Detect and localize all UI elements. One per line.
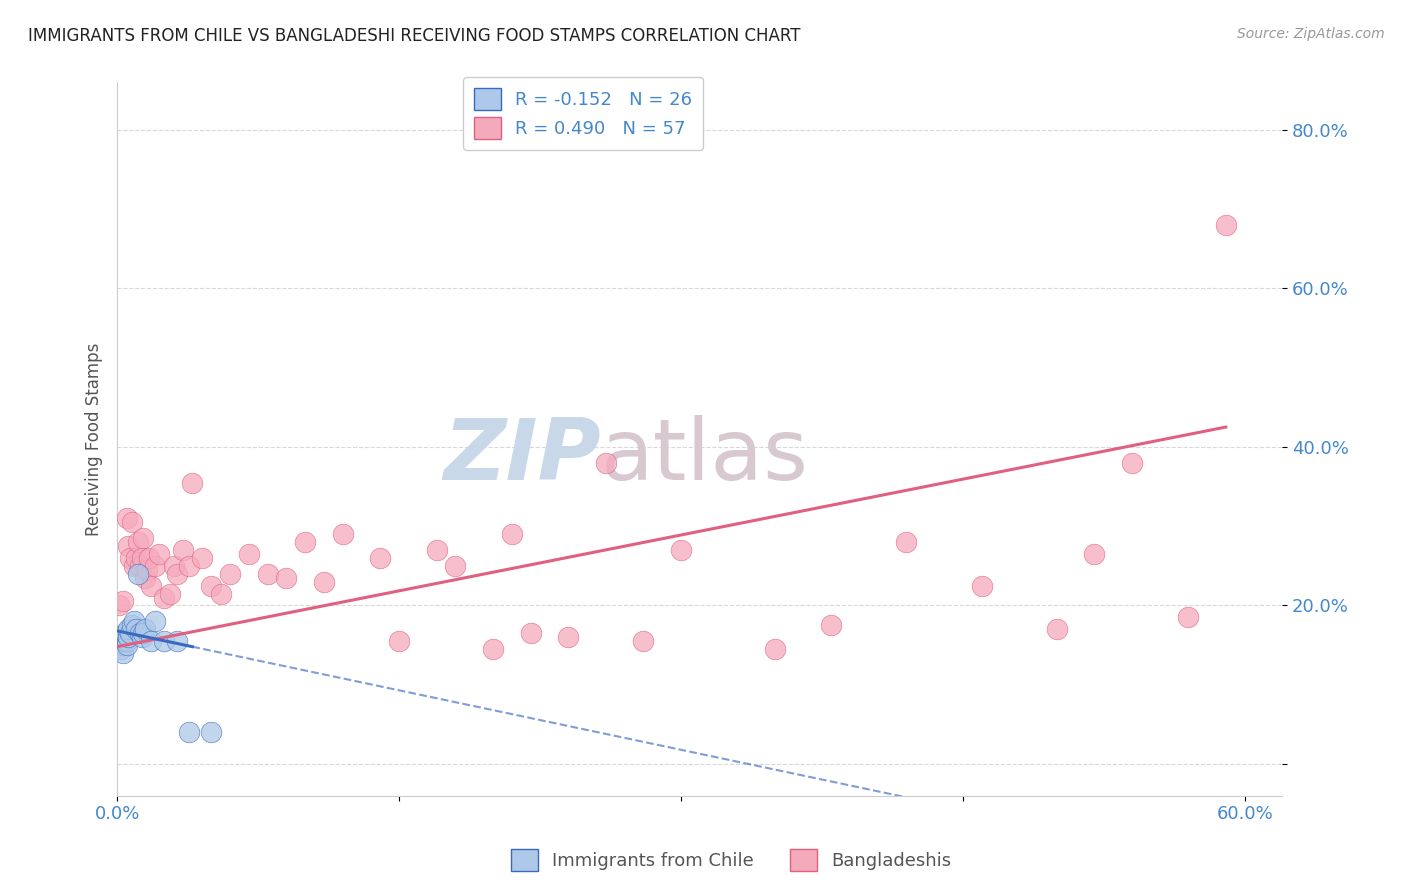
Point [444,558,467,573]
Text: atlas: atlas [600,416,808,499]
Text: IMMIGRANTS FROM CHILE VS BANGLADESHI RECEIVING FOOD STAMPS CORRELATION CHART: IMMIGRANTS FROM CHILE VS BANGLADESHI REC… [28,27,800,45]
Point [121,515,143,529]
Point [120,550,142,565]
Point [276,571,298,585]
Point [368,550,391,565]
Point [139,634,162,648]
Point [111,646,134,660]
Point [122,558,145,573]
Point [114,626,136,640]
Point [669,543,692,558]
Point [125,622,148,636]
Point [110,634,132,648]
Point [1121,456,1143,470]
Point [1083,547,1105,561]
Point [114,630,136,644]
Point [136,563,159,577]
Point [190,550,212,565]
Point [200,725,222,739]
Point [1046,622,1069,636]
Point [312,574,335,589]
Point [200,579,222,593]
Point [128,558,150,573]
Point [148,547,170,561]
Point [121,618,143,632]
Point [177,558,200,573]
Point [294,535,316,549]
Point [763,642,786,657]
Point [153,634,176,648]
Point [162,558,184,573]
Point [111,638,134,652]
Point [820,618,842,632]
Point [139,579,162,593]
Point [120,626,142,640]
Text: Source: ZipAtlas.com: Source: ZipAtlas.com [1237,27,1385,41]
Point [131,550,153,565]
Point [111,594,134,608]
Point [122,615,145,629]
Point [159,586,181,600]
Point [238,547,260,561]
Point [115,511,138,525]
Point [482,642,505,657]
Point [125,550,148,565]
Point [166,566,188,581]
Legend: R = -0.152   N = 26, R = 0.490   N = 57: R = -0.152 N = 26, R = 0.490 N = 57 [463,77,703,150]
Point [172,543,194,558]
Point [501,527,523,541]
Point [209,586,232,600]
Point [132,531,155,545]
Point [117,630,139,644]
Point [108,599,131,613]
Point [114,634,136,648]
Point [128,626,150,640]
Point [181,475,204,490]
Point [595,456,617,470]
Point [132,626,155,640]
Point [166,634,188,648]
Point [143,615,166,629]
Point [557,630,579,644]
Point [134,571,156,585]
Point [131,630,153,644]
Point [388,634,411,648]
Point [134,622,156,636]
Legend: Immigrants from Chile, Bangladeshis: Immigrants from Chile, Bangladeshis [503,842,959,879]
Point [110,630,132,644]
Y-axis label: Receiving Food Stamps: Receiving Food Stamps [86,343,103,535]
Point [127,566,149,581]
Point [110,642,132,657]
Point [138,550,160,565]
Point [633,634,655,648]
Point [115,638,138,652]
Point [115,634,138,648]
Point [332,527,354,541]
Point [177,725,200,739]
Point [117,539,139,553]
Point [970,579,993,593]
Point [519,626,541,640]
Point [108,634,131,648]
Point [256,566,278,581]
Point [1177,610,1199,624]
Point [117,622,139,636]
Point [1215,218,1237,232]
Text: ZIP: ZIP [443,416,600,499]
Point [153,591,176,605]
Point [143,558,166,573]
Point [219,566,242,581]
Point [896,535,918,549]
Point [426,543,449,558]
Point [127,535,149,549]
